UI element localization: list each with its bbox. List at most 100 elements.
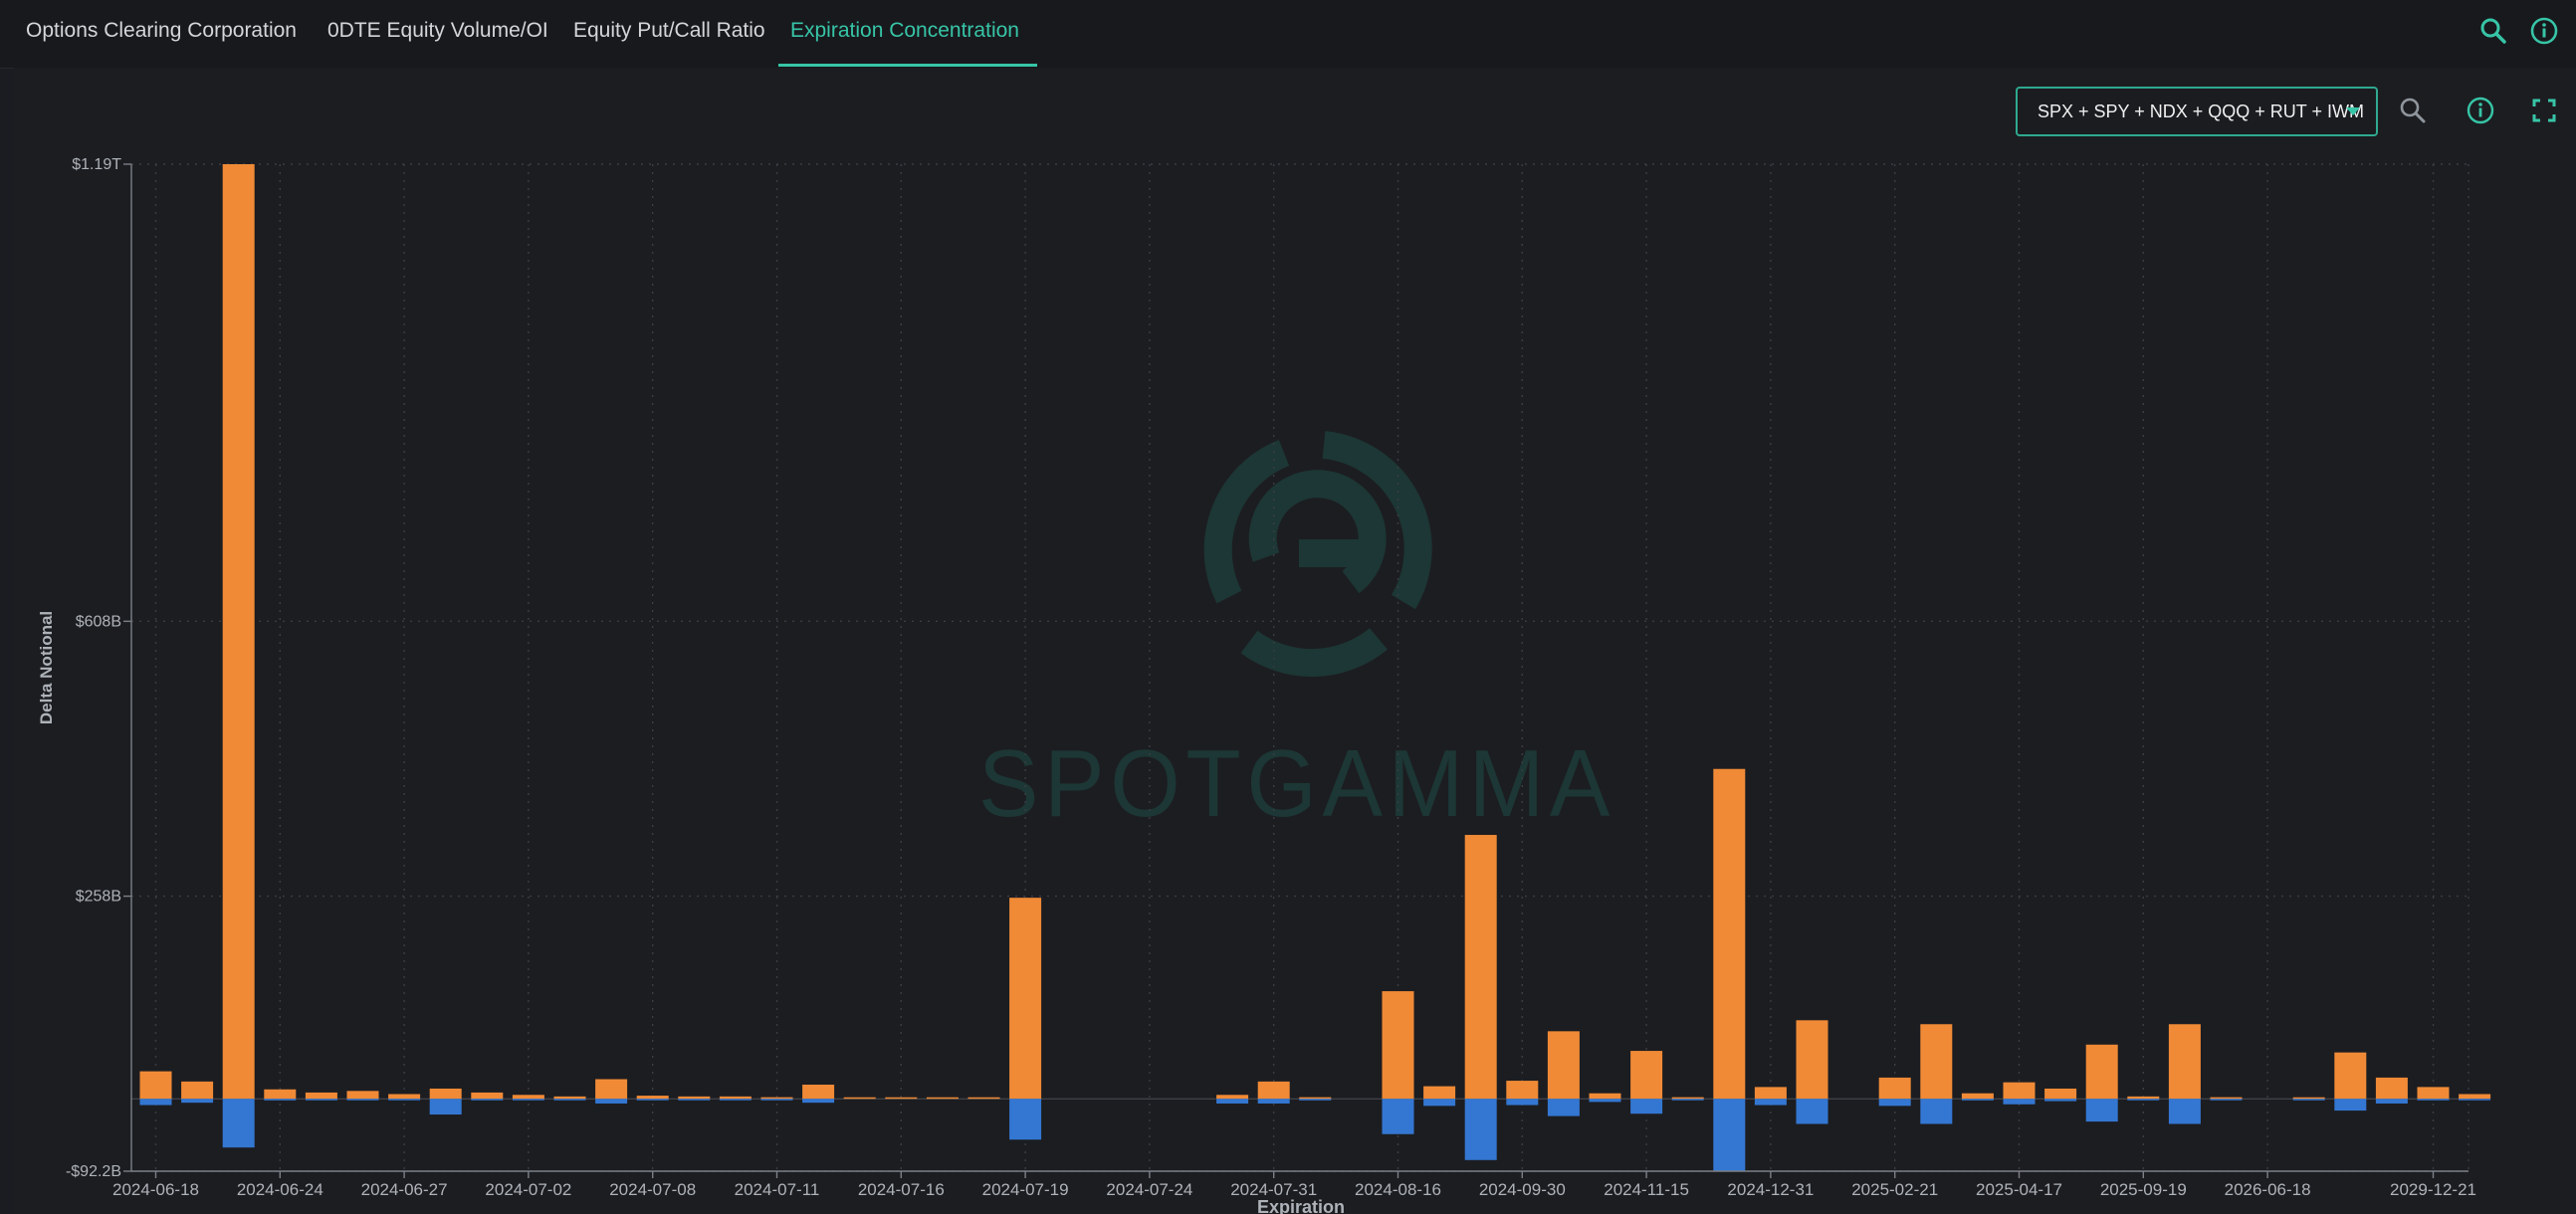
bar-calls[interactable] xyxy=(429,1088,462,1100)
bar-calls[interactable] xyxy=(719,1096,751,1100)
info-icon[interactable] xyxy=(2529,16,2559,46)
bar-calls[interactable] xyxy=(2459,1094,2491,1100)
bar-calls[interactable] xyxy=(471,1092,504,1100)
bar-puts[interactable] xyxy=(305,1099,337,1101)
bar-puts[interactable] xyxy=(678,1099,711,1101)
bar-puts[interactable] xyxy=(2168,1099,2201,1124)
bar-calls[interactable] xyxy=(2210,1097,2243,1100)
bar-calls[interactable] xyxy=(2375,1077,2408,1100)
fullscreen-icon[interactable] xyxy=(2528,95,2560,126)
bar-calls[interactable] xyxy=(678,1096,711,1100)
bar-calls[interactable] xyxy=(967,1097,1000,1100)
bar-puts[interactable] xyxy=(1589,1099,1621,1103)
bar-puts[interactable] xyxy=(1423,1099,1456,1107)
bar-puts[interactable] xyxy=(1961,1099,1994,1101)
tab-expiration-concentration[interactable]: Expiration Concentration xyxy=(790,19,1019,42)
tab-equity-put-call-ratio[interactable]: Equity Put/Call Ratio xyxy=(573,19,765,42)
bar-calls[interactable] xyxy=(1216,1095,1249,1100)
bar-calls[interactable] xyxy=(1382,991,1414,1100)
bar-calls[interactable] xyxy=(181,1081,214,1100)
bar-calls[interactable] xyxy=(885,1097,918,1100)
bar-calls[interactable] xyxy=(346,1091,379,1100)
bar-puts[interactable] xyxy=(595,1099,628,1104)
bar-puts[interactable] xyxy=(1464,1099,1497,1160)
bar-puts[interactable] xyxy=(1754,1099,1787,1106)
bar-puts[interactable] xyxy=(2334,1099,2367,1112)
bar-puts[interactable] xyxy=(471,1099,504,1101)
bar-calls[interactable] xyxy=(2127,1096,2160,1100)
chart-info-icon[interactable] xyxy=(2465,95,2496,126)
bar-calls[interactable] xyxy=(595,1079,628,1100)
bar-calls[interactable] xyxy=(1713,768,1746,1100)
bar-puts[interactable] xyxy=(346,1099,379,1101)
bar-puts[interactable] xyxy=(264,1099,297,1101)
bar-puts[interactable] xyxy=(2003,1099,2036,1105)
tab-options-clearing-corporation[interactable]: Options Clearing Corporation xyxy=(26,19,297,42)
bar-calls[interactable] xyxy=(512,1095,544,1100)
bar-calls[interactable] xyxy=(1754,1087,1787,1100)
bar-calls[interactable] xyxy=(1920,1024,1953,1100)
bar-puts[interactable] xyxy=(802,1099,835,1104)
bar-calls[interactable] xyxy=(139,1071,172,1100)
bar-calls[interactable] xyxy=(1671,1097,1704,1100)
bar-puts[interactable] xyxy=(512,1099,544,1101)
bar-calls[interactable] xyxy=(2417,1087,2450,1100)
bar-puts[interactable] xyxy=(2375,1099,2408,1104)
ticker-select-dropdown[interactable]: SPX + SPY + NDX + QQQ + RUT + IWM xyxy=(2016,87,2378,136)
bar-puts[interactable] xyxy=(2417,1099,2450,1101)
bar-puts[interactable] xyxy=(1796,1099,1828,1124)
bar-puts[interactable] xyxy=(1920,1099,1953,1124)
bar-puts[interactable] xyxy=(636,1099,669,1101)
bar-calls[interactable] xyxy=(2003,1082,2036,1100)
bar-calls[interactable] xyxy=(305,1092,337,1100)
bar-puts[interactable] xyxy=(1299,1099,1332,1101)
bar-puts[interactable] xyxy=(1878,1099,1911,1107)
bar-puts[interactable] xyxy=(2459,1099,2491,1101)
bar-puts[interactable] xyxy=(2127,1099,2160,1101)
bar-calls[interactable] xyxy=(926,1097,959,1100)
bar-calls[interactable] xyxy=(1257,1081,1290,1100)
bar-calls[interactable] xyxy=(2085,1044,2118,1100)
bar-calls[interactable] xyxy=(2292,1097,2325,1100)
bar-calls[interactable] xyxy=(1630,1051,1663,1100)
zoom-icon[interactable] xyxy=(2397,95,2429,126)
bar-puts[interactable] xyxy=(139,1099,172,1106)
bar-puts[interactable] xyxy=(181,1099,214,1104)
bar-calls[interactable] xyxy=(843,1097,876,1100)
bar-calls[interactable] xyxy=(636,1096,669,1100)
bar-calls[interactable] xyxy=(1589,1093,1621,1100)
bar-calls[interactable] xyxy=(264,1089,297,1100)
bar-calls[interactable] xyxy=(553,1096,586,1100)
bar-puts[interactable] xyxy=(719,1099,751,1101)
bar-calls[interactable] xyxy=(222,164,255,1100)
bar-calls[interactable] xyxy=(388,1094,421,1100)
tab-0dte-equity-volume-oi[interactable]: 0DTE Equity Volume/OI xyxy=(327,19,548,42)
bar-calls[interactable] xyxy=(2168,1024,2201,1100)
bar-puts[interactable] xyxy=(1382,1099,1414,1134)
bar-calls[interactable] xyxy=(802,1085,835,1100)
bar-calls[interactable] xyxy=(1009,898,1042,1100)
bar-puts[interactable] xyxy=(1257,1099,1290,1104)
bar-calls[interactable] xyxy=(1506,1081,1539,1100)
bar-calls[interactable] xyxy=(1547,1031,1580,1100)
bar-puts[interactable] xyxy=(760,1099,793,1101)
bar-puts[interactable] xyxy=(553,1099,586,1101)
bar-puts[interactable] xyxy=(2085,1099,2118,1122)
bar-calls[interactable] xyxy=(1961,1093,1994,1100)
bar-calls[interactable] xyxy=(2334,1052,2367,1100)
bar-calls[interactable] xyxy=(760,1097,793,1100)
bar-calls[interactable] xyxy=(1423,1086,1456,1100)
bar-puts[interactable] xyxy=(1547,1099,1580,1116)
bar-puts[interactable] xyxy=(1713,1099,1746,1171)
bar-puts[interactable] xyxy=(1009,1099,1042,1140)
bar-puts[interactable] xyxy=(222,1099,255,1148)
bar-puts[interactable] xyxy=(429,1099,462,1115)
bar-calls[interactable] xyxy=(1878,1077,1911,1100)
bar-puts[interactable] xyxy=(2292,1099,2325,1101)
bar-puts[interactable] xyxy=(2044,1099,2077,1102)
bar-puts[interactable] xyxy=(1671,1099,1704,1101)
bar-puts[interactable] xyxy=(1630,1099,1663,1114)
bar-calls[interactable] xyxy=(1464,835,1497,1100)
bar-puts[interactable] xyxy=(1506,1099,1539,1106)
bar-calls[interactable] xyxy=(1299,1097,1332,1100)
